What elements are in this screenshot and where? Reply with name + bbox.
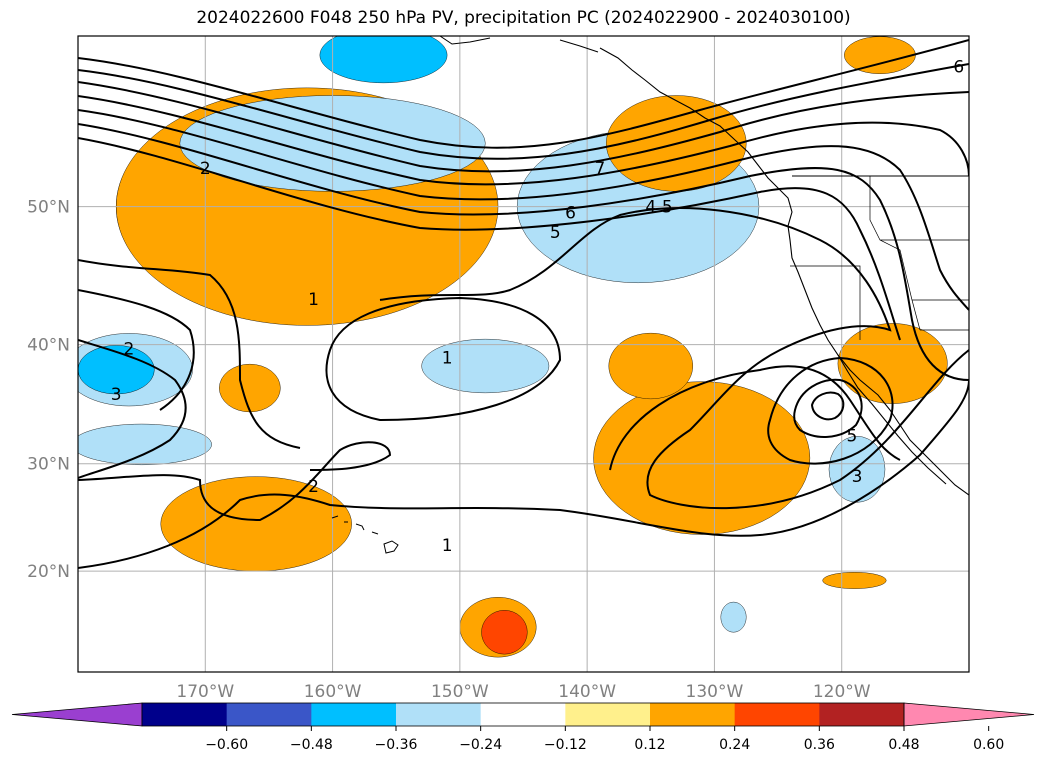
pc-region-27: [319, 36, 448, 84]
state-borders: [790, 176, 969, 340]
pv-contour-label: 1: [442, 536, 453, 556]
pv-contour-mid-2: [78, 339, 187, 479]
pc-region-29: [481, 610, 528, 655]
lat-tick-label: 50°N: [27, 198, 70, 218]
lat-tick-label: 30°N: [27, 455, 70, 475]
colorbar-tick-label: −0.24: [459, 737, 502, 753]
colorbar-swatch: [142, 703, 228, 726]
pv-contour-south-2: [78, 441, 392, 522]
pv-contour-jet-6: [78, 123, 969, 381]
colorbar-swatch: [396, 703, 482, 726]
alaska-coastline: [439, 36, 599, 53]
colorbar-swatch: [565, 703, 651, 726]
plot-frame: [77, 35, 970, 673]
pv-contour-loop-1: [379, 207, 969, 510]
pv-contour-label: 5: [846, 426, 857, 446]
pc-region-17: [608, 332, 693, 400]
colorbar-swatch: [311, 703, 397, 726]
pc-region-32: [844, 36, 916, 74]
colorbar-extend-low: [11, 702, 143, 727]
colorbar-outline: [141, 702, 905, 727]
colorbar-tick-label: −0.48: [290, 737, 333, 753]
lon-tick-label: 160°W: [304, 682, 362, 702]
pc-region-15: [160, 476, 352, 572]
pv-contour-jet-2: [78, 63, 969, 160]
pv-contour-loop-2: [325, 296, 562, 422]
axis-tick-labels: 50°N 40°N 30°N 20°N 170°W 160°W 150°W 140°W 130°…: [27, 198, 871, 702]
graticule: [78, 36, 969, 672]
lon-tick-label: 170°W: [176, 682, 234, 702]
pv-contour-label: 2: [308, 477, 319, 497]
pv-contour-jet-7: [78, 137, 901, 341]
pv-contour-label: 6: [953, 57, 964, 77]
pv-contour-label: 2: [200, 159, 211, 179]
pv-contour-jet-4: [78, 95, 969, 186]
pv-contour-label: 3: [852, 467, 863, 487]
pv-contour-label: 5: [550, 223, 561, 243]
pv-contour-label: 5: [662, 198, 673, 218]
colorbar-tick-label: 0.12: [634, 737, 665, 753]
pv-contour-label: 3: [111, 385, 122, 405]
baja-coastline: [837, 354, 947, 485]
colorbar-tick-label: 0.48: [888, 737, 919, 753]
pv-contour-ridge: [609, 365, 901, 471]
pv-contour-label: 4: [645, 198, 656, 218]
colorbar-tick-label: 0.36: [804, 737, 835, 753]
pv-contour-south-1: [78, 379, 969, 569]
colorbar-tick-label: −0.12: [544, 737, 587, 753]
colorbar-swatch: [480, 703, 566, 726]
colorbar: −0.60 −0.48 −0.36 −0.24 −0.12 0.12 0.24 0.36 0.4…: [11, 702, 1035, 753]
pc-region-9: [421, 338, 550, 394]
north-america-coastline: [599, 47, 969, 496]
pc-region-23: [78, 423, 212, 466]
pv-contour-jet-1: [78, 39, 969, 149]
colorbar-extend-high: [903, 702, 1035, 727]
lon-tick-label: 120°W: [813, 682, 871, 702]
colorbar-tick-label: −0.60: [205, 737, 248, 753]
lat-tick-label: 20°N: [27, 562, 70, 582]
pv-contour-jet-5: [78, 109, 969, 311]
pv-contour-label: 6: [565, 204, 576, 224]
colorbar-tick-label: 0.24: [719, 737, 750, 753]
pv-contours: [78, 39, 969, 569]
pv-contour-cutoff-1: [767, 356, 894, 465]
lon-tick-label: 150°W: [431, 682, 489, 702]
pc-region-13: [593, 381, 811, 535]
pc-region-30: [720, 601, 747, 633]
pv-contour-label: 1: [308, 290, 319, 310]
colorbar-tick-label: −0.36: [375, 737, 418, 753]
pv-contour-label: 7: [594, 159, 605, 179]
colorbar-swatch: [734, 703, 820, 726]
pv-contour-jet-3: [78, 81, 969, 173]
pv-contour-label: 1: [442, 348, 453, 368]
lat-tick-label: 40°N: [27, 336, 70, 356]
pc-region-31: [822, 572, 887, 589]
lon-tick-label: 140°W: [558, 682, 616, 702]
pc-region-20: [828, 436, 886, 503]
hawaii-islands: [331, 515, 399, 554]
lon-tick-label: 130°W: [686, 682, 744, 702]
pv-contour-cutoff-3: [810, 391, 845, 421]
colorbar-swatch: [650, 703, 736, 726]
pv-contour-cutoff-2: [793, 378, 863, 438]
coastlines: [331, 36, 969, 554]
pv-contour-label: 2: [124, 339, 135, 359]
pc-region-25: [219, 363, 281, 413]
map-title: 2024022600 F048 250 hPa PV, precipitatio…: [196, 8, 851, 28]
colorbar-swatch: [226, 703, 312, 726]
pv-contour-mid-1: [78, 259, 301, 449]
colorbar-swatch: [819, 703, 905, 726]
colorbar-tick-label: 0.60: [973, 737, 1004, 753]
